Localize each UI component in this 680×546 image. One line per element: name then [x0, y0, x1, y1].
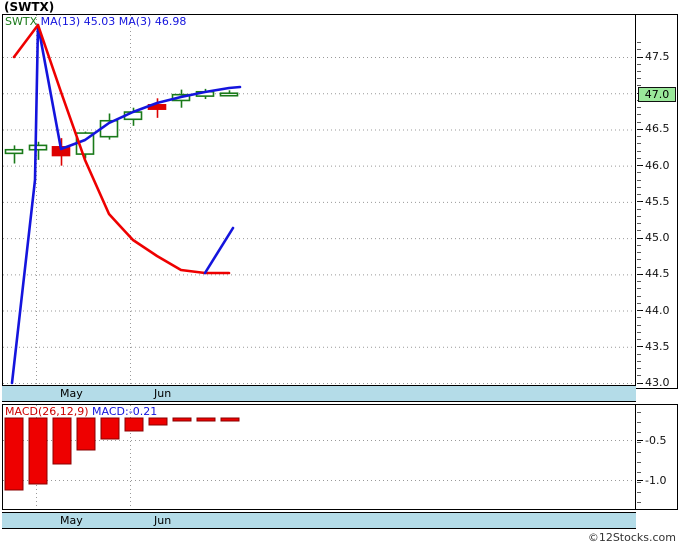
price-minor-tick	[637, 273, 641, 275]
date-axis-price: May Jun	[2, 385, 636, 402]
price-minor-tick	[637, 165, 641, 167]
price-legend: SWTX MA(13) 45.03 MA(3) 46.98	[5, 15, 186, 28]
date-axis-label: May	[60, 514, 83, 527]
macd-minor-tick	[637, 422, 641, 423]
price-minor-tick	[637, 230, 641, 232]
macd-minor-tick	[637, 502, 641, 503]
legend-symbol: SWTX	[5, 15, 38, 28]
price-minor-tick	[637, 295, 641, 297]
price-tick-label: 44.5	[645, 267, 670, 281]
macd-tick-label: -0.5	[645, 433, 667, 447]
price-minor-tick	[637, 157, 641, 159]
price-minor-tick	[637, 85, 641, 87]
price-minor-tick	[637, 339, 641, 341]
price-minor-tick	[637, 194, 641, 196]
macd-axis	[636, 404, 678, 510]
macd-minor-tick	[637, 412, 641, 413]
macd-legend-label: MACD(26,12,9)	[5, 405, 89, 418]
price-minor-tick	[637, 302, 641, 304]
price-minor-tick	[637, 150, 641, 152]
date-axis-label: Jun	[154, 514, 172, 527]
date-axis-macd: May Jun	[2, 512, 636, 529]
price-tick-label: 46.0	[645, 158, 670, 172]
watermark: ©12Stocks.com	[587, 531, 676, 544]
price-minor-tick	[637, 281, 641, 283]
legend-ma-slow-label: MA(13)	[40, 15, 81, 28]
macd-minor-tick	[637, 432, 641, 433]
macd-minor-tick	[637, 462, 641, 463]
price-minor-tick	[637, 208, 641, 210]
legend-ma-fast-value: 46.98	[154, 15, 187, 28]
macd-tick-mark	[637, 480, 643, 481]
price-minor-tick	[637, 201, 641, 203]
price-minor-tick	[637, 353, 641, 355]
price-minor-tick	[637, 107, 641, 109]
price-minor-tick	[637, 70, 641, 72]
price-minor-tick	[637, 179, 641, 181]
price-tick-label: 47.5	[645, 50, 670, 63]
price-minor-tick	[637, 63, 641, 65]
price-tick-label: 45.5	[645, 194, 670, 208]
macd-minor-tick	[637, 472, 641, 473]
price-minor-tick	[637, 143, 641, 145]
price-minor-tick	[637, 128, 641, 130]
price-minor-tick	[637, 215, 641, 217]
price-minor-tick	[637, 331, 641, 333]
price-minor-tick	[637, 42, 641, 43]
price-minor-tick	[637, 223, 641, 225]
price-minor-tick	[637, 252, 641, 254]
price-minor-tick	[637, 288, 641, 290]
price-minor-tick	[637, 368, 641, 369]
price-minor-tick	[637, 360, 641, 362]
price-minor-tick	[637, 136, 641, 138]
price-tick-label: 45.0	[645, 231, 670, 245]
macd-minor-tick	[637, 442, 641, 443]
price-minor-tick	[637, 186, 641, 188]
price-tick-label: 43.5	[645, 339, 670, 353]
page-title: (SWTX)	[4, 0, 55, 14]
price-tick-label: 46.5	[645, 122, 670, 136]
price-minor-tick	[637, 244, 641, 246]
date-axis-label: May	[60, 387, 83, 400]
price-minor-tick	[637, 310, 641, 312]
macd-tick-label: -1.0	[645, 473, 667, 487]
price-minor-tick	[637, 172, 641, 174]
macd-minor-tick	[637, 482, 641, 483]
price-minor-tick	[637, 49, 641, 51]
legend-ma-slow-value: 45.03	[83, 15, 116, 28]
price-minor-tick	[637, 382, 641, 384]
price-minor-tick	[637, 114, 641, 116]
price-minor-tick	[637, 78, 641, 80]
price-minor-tick	[637, 346, 641, 348]
date-axis-label: Jun	[154, 387, 172, 400]
price-minor-tick	[637, 324, 641, 326]
macd-minor-tick	[637, 452, 641, 453]
price-chart-panel	[2, 14, 636, 389]
macd-legend: MACD(26,12,9) MACD:-0.21	[5, 405, 157, 418]
macd-legend-value: MACD:-0.21	[92, 405, 158, 418]
price-minor-tick	[637, 317, 641, 319]
macd-tick-mark	[637, 440, 643, 441]
price-axis	[636, 14, 678, 389]
price-minor-tick	[637, 266, 641, 268]
price-minor-tick	[637, 375, 641, 377]
legend-ma-fast-label: MA(3)	[118, 15, 152, 28]
price-minor-tick	[637, 56, 641, 58]
price-tick-label: 44.0	[645, 303, 670, 317]
price-tick-label: 43.0	[645, 376, 670, 389]
price-minor-tick	[637, 259, 641, 261]
price-minor-tick	[637, 121, 641, 123]
price-minor-tick	[637, 237, 641, 239]
macd-minor-tick	[637, 492, 641, 493]
current-price-badge: 47.0	[638, 87, 676, 102]
